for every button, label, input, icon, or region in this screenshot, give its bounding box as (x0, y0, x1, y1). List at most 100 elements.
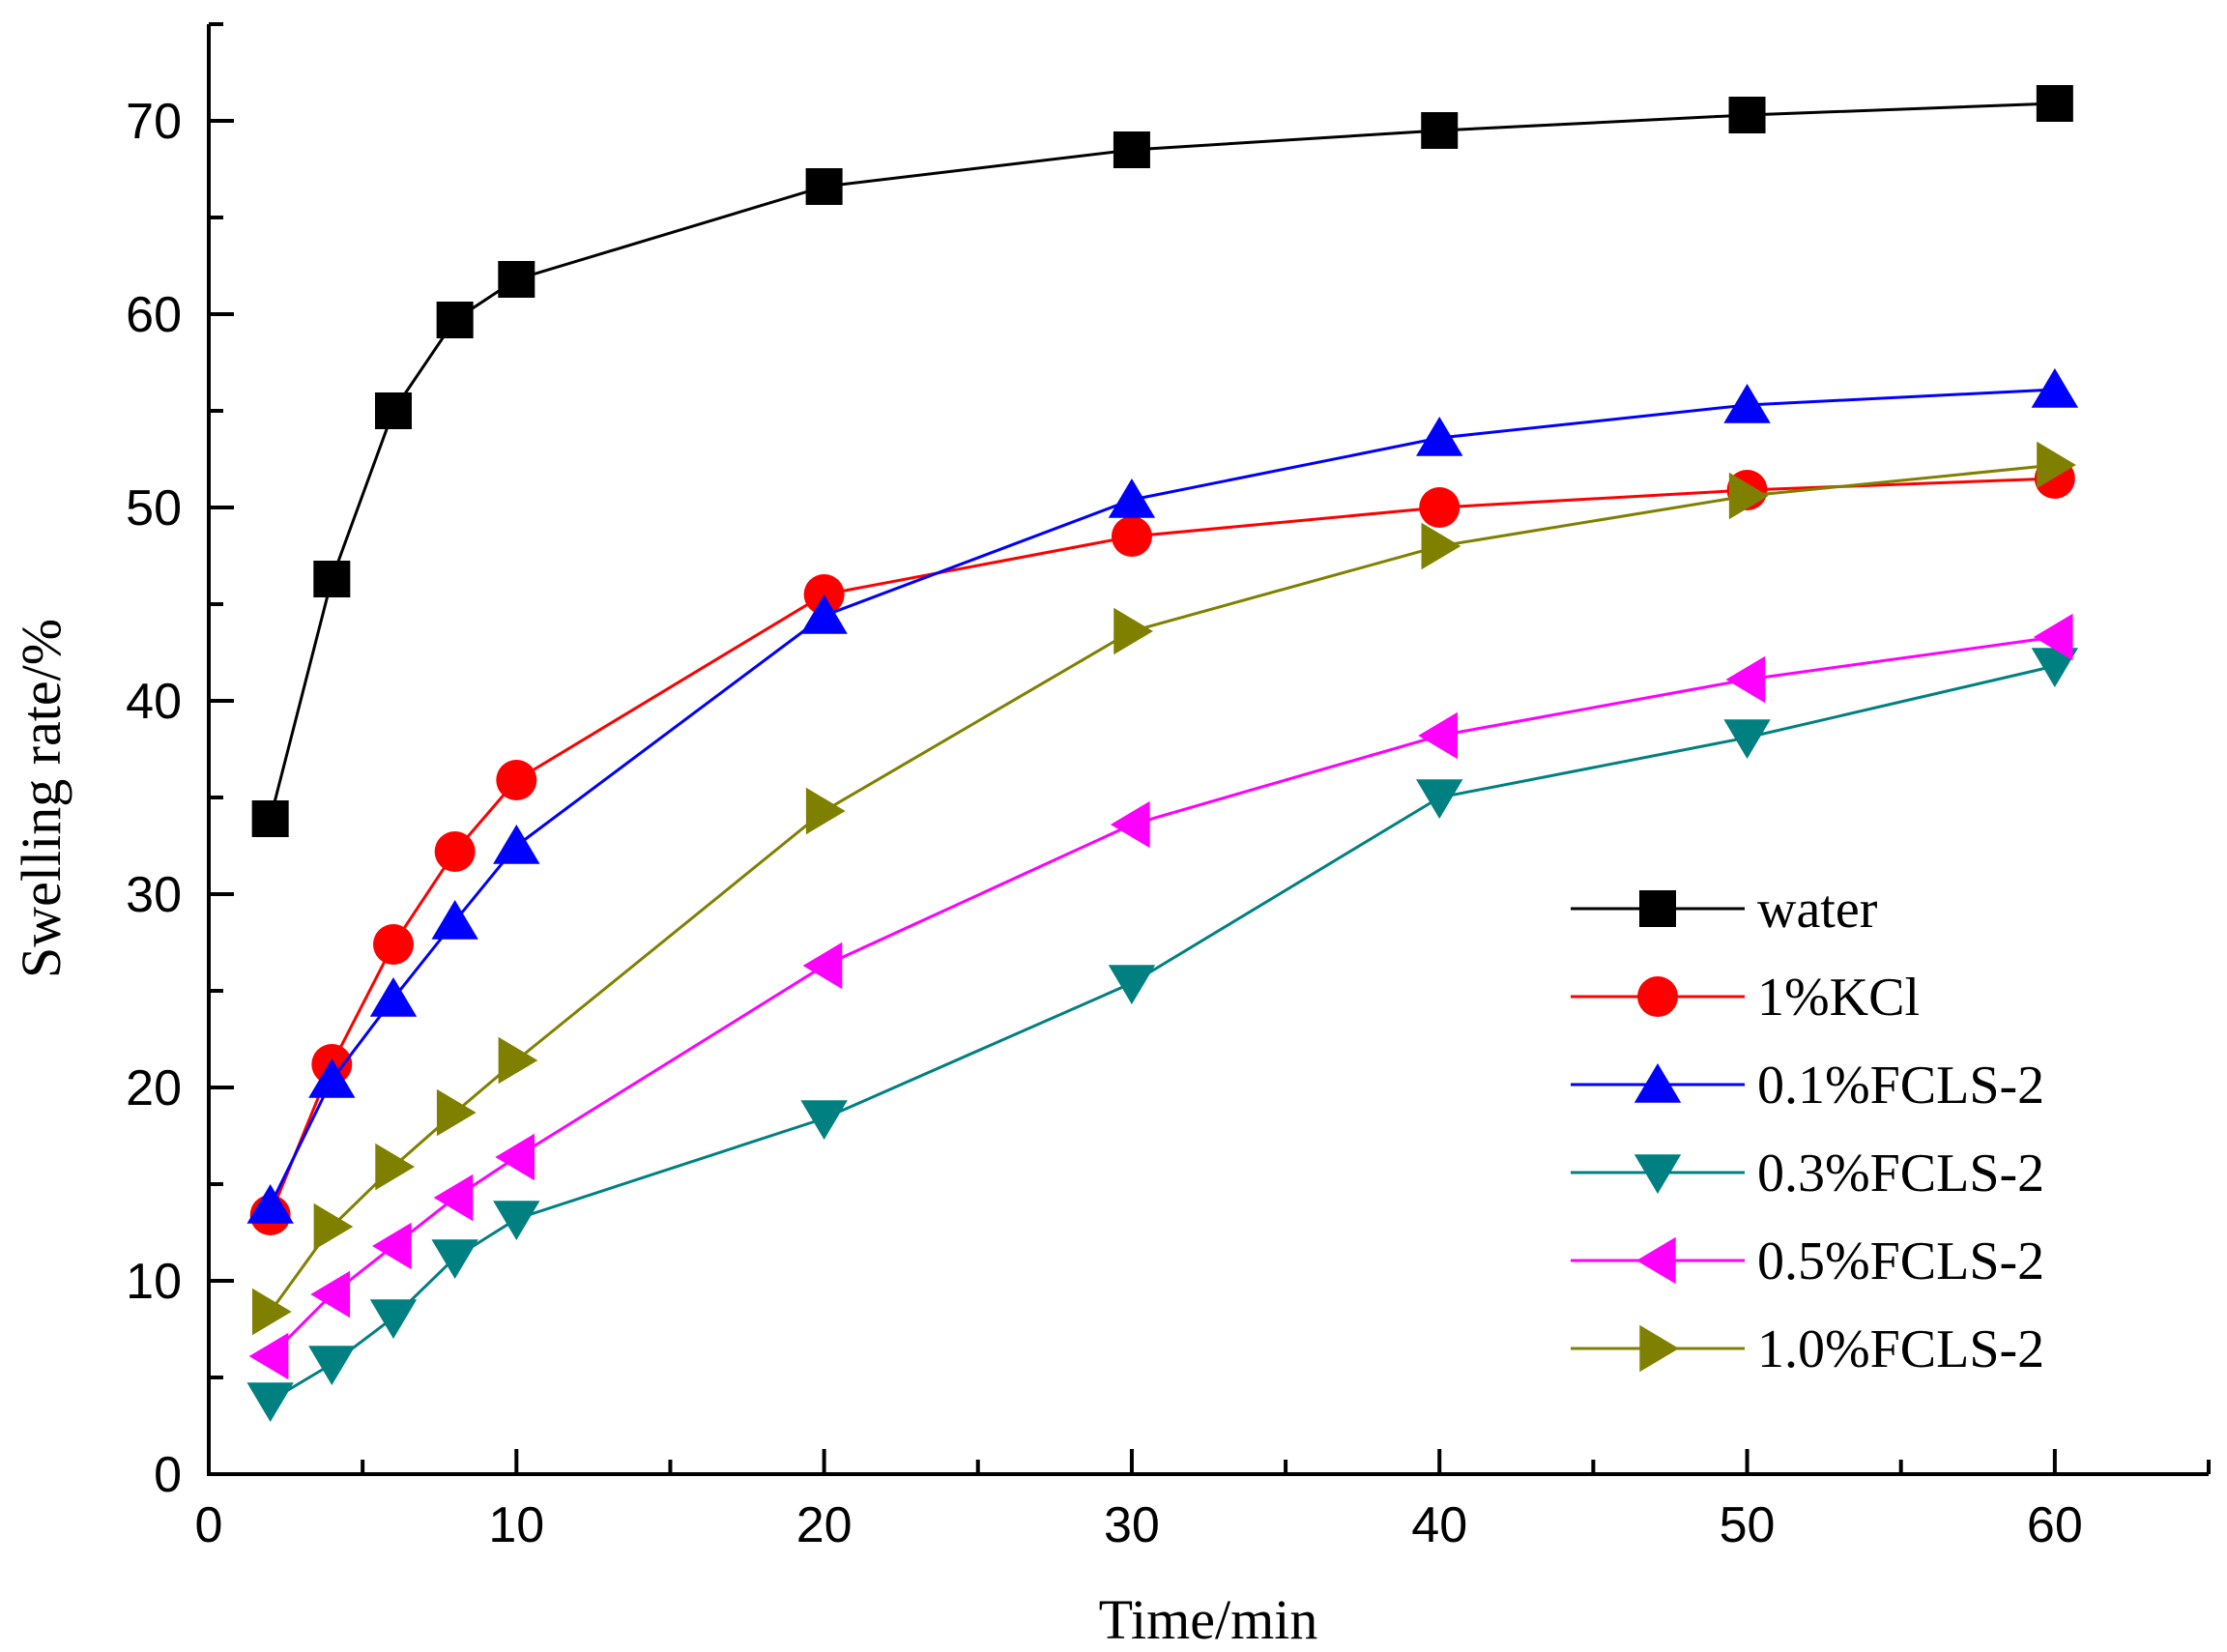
x-tick-label: 20 (796, 1497, 853, 1553)
data-point (372, 924, 414, 965)
series-4 (248, 613, 2073, 1380)
data-point (1725, 655, 1766, 704)
legend-item: 1%KCl (1571, 968, 1920, 1028)
legend-item: 0.3%FCLS-2 (1571, 1144, 2044, 1203)
y-tick-label: 20 (126, 1060, 182, 1116)
data-point (1114, 607, 1153, 655)
y-axis-ticks: 0 10 20 30 40 50 60 70 (126, 22, 234, 1503)
data-point (1419, 487, 1461, 528)
series-line (269, 388, 2055, 1206)
series-layer (246, 85, 2079, 1422)
series-line (269, 477, 2055, 1216)
legend-item: 1.0%FCLS-2 (1571, 1319, 2044, 1379)
data-point (1113, 131, 1150, 168)
y-axis-title: Swelling rate/% (10, 619, 72, 978)
data-point (1416, 417, 1463, 456)
plot-frame (207, 24, 2209, 1476)
legend: water 1%KCl 0.1%FCLS-2 0.3%FCLS-2 0.5%FCLS-2… (1571, 880, 2044, 1379)
series-line (269, 635, 2056, 1358)
data-point (496, 760, 537, 800)
data-point (374, 392, 412, 429)
legend-marker (1634, 1154, 1682, 1194)
data-point (800, 594, 848, 634)
data-point (308, 1346, 356, 1385)
data-point (800, 1100, 848, 1140)
x-tick-label: 50 (1720, 1497, 1776, 1553)
data-point (1416, 779, 1463, 819)
y-tick-label: 40 (126, 674, 182, 730)
x-axis-ticks: 0 10 20 30 40 50 60 (195, 1449, 2211, 1553)
data-point (1421, 112, 1459, 149)
series-line (269, 463, 2055, 1313)
data-point (246, 1184, 294, 1224)
data-point (493, 825, 540, 864)
data-point (498, 261, 535, 298)
data-point (371, 1222, 412, 1270)
data-point (313, 561, 351, 597)
data-point (1723, 719, 1771, 759)
data-point (251, 1288, 292, 1336)
legend-label: 0.1%FCLS-2 (1757, 1056, 2044, 1116)
data-point (251, 800, 289, 837)
series-0 (251, 85, 2073, 837)
x-tick-label: 30 (1104, 1497, 1160, 1553)
data-point (805, 787, 846, 835)
data-point (2037, 441, 2076, 489)
legend-item: water (1571, 880, 1878, 940)
legend-marker (1639, 890, 1676, 927)
data-point (1108, 478, 1156, 518)
legend-label: 1.0%FCLS-2 (1757, 1319, 2044, 1379)
legend-label: 0.5%FCLS-2 (1757, 1232, 2044, 1291)
data-point (434, 831, 476, 872)
series-2 (246, 368, 2079, 1224)
data-point (1728, 97, 1766, 133)
data-point (2036, 85, 2073, 122)
legend-item: 0.5%FCLS-2 (1571, 1232, 2044, 1291)
data-point (498, 1036, 538, 1085)
data-point (802, 942, 843, 990)
data-point (2031, 368, 2079, 408)
data-point (1111, 516, 1152, 557)
legend-marker (1639, 1324, 1679, 1373)
data-point (433, 1174, 474, 1222)
series-line (269, 664, 2056, 1403)
data-point (1418, 711, 1458, 760)
y-tick-label: 0 (154, 1447, 182, 1503)
x-tick-label: 60 (2027, 1497, 2083, 1553)
data-point (310, 1270, 351, 1319)
data-point (493, 1201, 540, 1240)
series-line (269, 101, 2055, 820)
legend-label: 1%KCl (1757, 968, 1920, 1028)
data-point (308, 1058, 356, 1098)
y-tick-label: 60 (126, 287, 182, 343)
data-point (1728, 472, 1769, 520)
legend-marker (1634, 1063, 1682, 1103)
data-point (1723, 384, 1771, 423)
data-point (436, 1088, 477, 1137)
y-tick-label: 10 (126, 1254, 182, 1310)
data-point (369, 977, 418, 1017)
y-tick-label: 70 (126, 94, 182, 150)
x-tick-label: 10 (488, 1497, 544, 1553)
data-point (436, 302, 474, 338)
data-point (375, 1143, 415, 1191)
data-point (431, 900, 478, 940)
legend-label: 0.3%FCLS-2 (1757, 1144, 2044, 1203)
data-point (1108, 965, 1156, 1004)
x-tick-label: 40 (1411, 1497, 1467, 1553)
series-3 (246, 648, 2079, 1422)
legend-marker (1636, 1236, 1676, 1285)
x-tick-label: 0 (195, 1497, 223, 1553)
y-tick-label: 50 (126, 480, 182, 536)
legend-item: 0.1%FCLS-2 (1571, 1056, 2044, 1116)
data-point (248, 1332, 289, 1380)
data-point (495, 1133, 535, 1181)
data-point (1110, 800, 1150, 849)
data-point (313, 1203, 354, 1251)
data-point (2031, 648, 2079, 687)
data-point (1421, 522, 1461, 570)
data-point (805, 168, 843, 205)
data-point (431, 1239, 478, 1279)
data-point (2033, 613, 2073, 661)
